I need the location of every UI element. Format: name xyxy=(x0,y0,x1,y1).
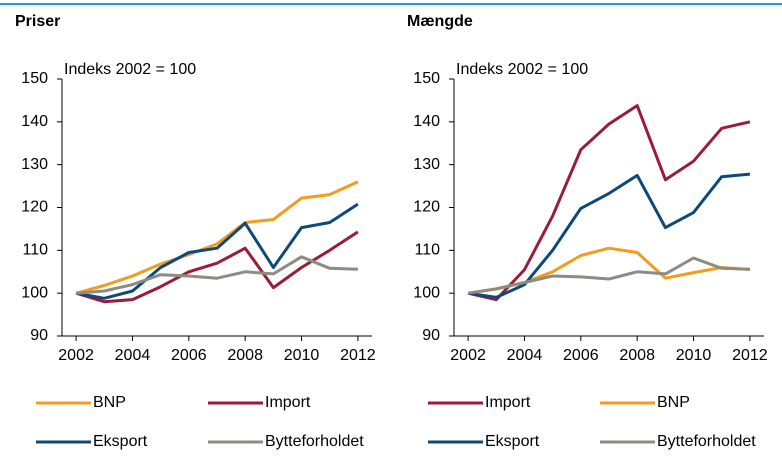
y-tick-label: 130 xyxy=(21,156,48,173)
chart-title: Priser xyxy=(15,13,60,30)
x-tick-label: 2004 xyxy=(507,347,543,364)
legend-label: BNP xyxy=(657,394,690,411)
series-line xyxy=(467,172,751,299)
x-tick-label: 2002 xyxy=(58,347,94,364)
x-tick-label: 2008 xyxy=(227,347,263,364)
x-tick-label: 2002 xyxy=(450,347,486,364)
y-tick-label: 110 xyxy=(22,242,48,259)
series-line xyxy=(75,180,359,295)
legend-label: Eksport xyxy=(485,433,540,450)
y-tick-label: 150 xyxy=(413,70,440,87)
x-tick-label: 2010 xyxy=(676,347,712,364)
annotation: Indeks 2002 = 100 xyxy=(456,61,588,78)
legend-label: Bytteforholdet xyxy=(657,433,756,450)
y-tick-label: 120 xyxy=(21,199,48,216)
x-tick-label: 2006 xyxy=(563,347,599,364)
legend-label: Bytteforholdet xyxy=(265,433,364,450)
x-tick-label: 2006 xyxy=(171,347,207,364)
y-tick-label: 140 xyxy=(413,113,440,130)
annotation: Indeks 2002 = 100 xyxy=(64,61,196,78)
y-tick-label: 110 xyxy=(414,242,440,259)
y-tick-label: 90 xyxy=(30,327,48,344)
y-tick-label: 100 xyxy=(413,284,440,301)
chart-title: Mængde xyxy=(407,13,473,30)
legend-label: BNP xyxy=(93,394,126,411)
x-tick-label: 2010 xyxy=(284,347,320,364)
series-line xyxy=(467,256,750,295)
y-tick-label: 150 xyxy=(21,70,48,87)
legend-label: Import xyxy=(265,394,311,411)
x-tick-label: 2004 xyxy=(115,347,151,364)
legend-label: Import xyxy=(485,394,531,411)
x-tick-label: 2012 xyxy=(340,347,376,364)
series-line xyxy=(75,255,358,295)
x-tick-label: 2012 xyxy=(732,347,768,364)
y-tick-label: 120 xyxy=(413,199,440,216)
x-tick-label: 2008 xyxy=(619,347,655,364)
series-line xyxy=(75,202,359,300)
y-tick-label: 100 xyxy=(21,284,48,301)
y-tick-label: 130 xyxy=(413,156,440,173)
y-tick-label: 90 xyxy=(422,327,440,344)
series-line xyxy=(467,104,751,302)
legend-label: Eksport xyxy=(93,433,148,450)
y-tick-label: 140 xyxy=(21,113,48,130)
